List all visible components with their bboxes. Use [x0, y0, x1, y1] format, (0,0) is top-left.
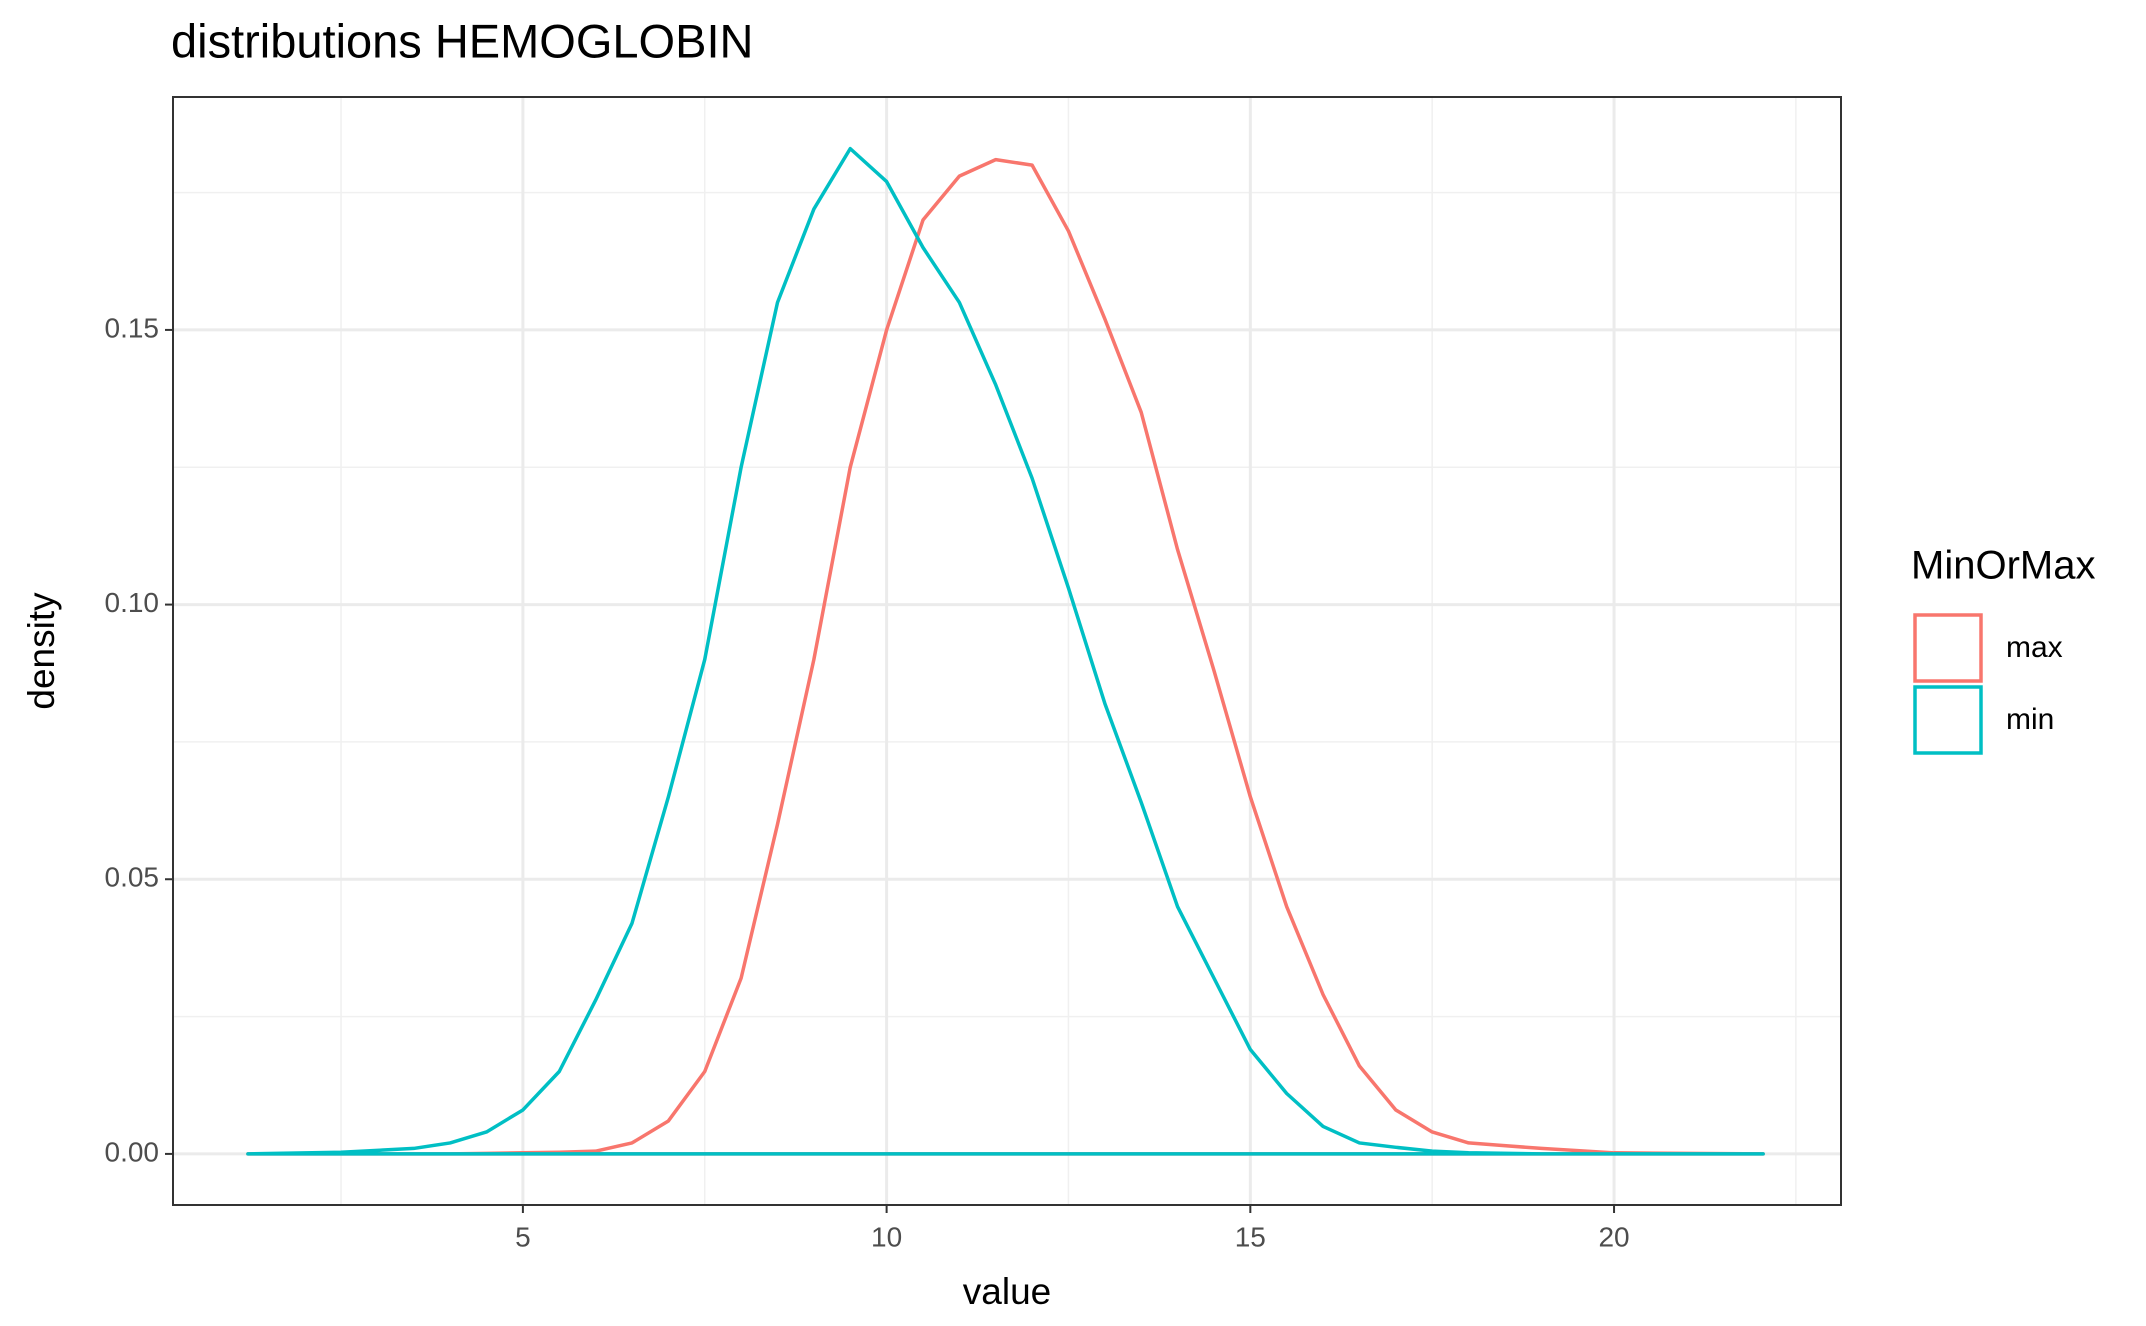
density-line — [246, 146, 1765, 1156]
x-tick-label: 20 — [1598, 1221, 1629, 1252]
x-tick-label: 15 — [1235, 1221, 1266, 1252]
x-tick-label: 5 — [515, 1221, 531, 1252]
y-axis-title: density — [21, 592, 62, 710]
legend-key — [1913, 685, 1983, 755]
legend-key — [1913, 613, 1983, 683]
legend-label: min — [2006, 703, 2054, 736]
y-tick-label: 0.10 — [105, 587, 160, 618]
legend-label: max — [2006, 631, 2063, 664]
x-tick-label: 10 — [871, 1221, 902, 1252]
x-axis-title: value — [963, 1271, 1051, 1312]
y-tick-label: 0.00 — [105, 1136, 160, 1167]
y-tick-label: 0.15 — [105, 312, 160, 343]
legend-title: MinOrMax — [1911, 544, 2095, 588]
chart-title: distributions HEMOGLOBIN — [171, 14, 753, 67]
panel-border — [172, 96, 1842, 1206]
y-tick-label: 0.05 — [105, 862, 160, 893]
